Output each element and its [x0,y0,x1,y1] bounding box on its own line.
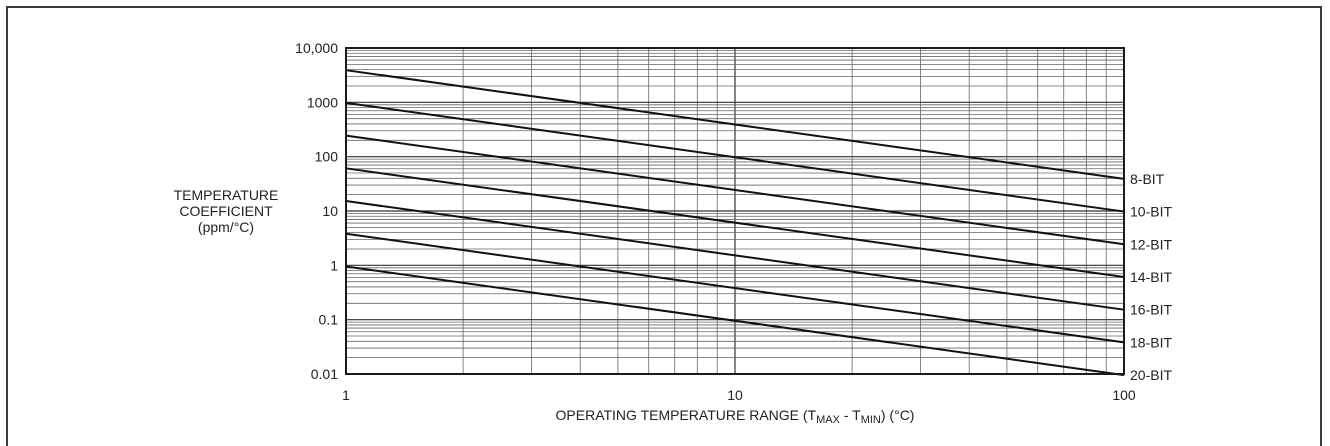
x-tick-label: 10 [727,387,743,403]
x-axis-label: OPERATING TEMPERATURE RANGE (TMAX - TMIN… [556,407,915,426]
plot-border [345,47,1125,375]
series-label-14-bit: 14-BIT [1130,269,1172,285]
series-label-18-bit: 18-BIT [1130,334,1172,350]
x-tick-label: 100 [1112,387,1136,403]
y-tick-label: 10 [322,203,338,219]
y-axis-label-line: (ppm/°C) [198,219,254,235]
series-label-8-bit: 8-BIT [1130,171,1165,187]
series-lines [345,69,1125,377]
y-tick-label: 10,000 [295,40,338,56]
x-axis-label-part: OPERATING TEMPERATURE RANGE (T [556,407,817,423]
x-tick-label: 1 [342,387,350,403]
y-tick-label: 100 [315,149,339,165]
series-label-16-bit: 16-BIT [1130,302,1172,318]
y-tick-label: 0.1 [319,312,339,328]
series-label-12-bit: 12-BIT [1130,236,1172,252]
grid [345,48,1124,375]
x-axis-label-part: ) (°C) [881,407,915,423]
y-tick-label: 1 [330,257,338,273]
series-line-18-bit [345,232,1125,344]
series-label-20-bit: 20-BIT [1130,367,1172,383]
y-axis-label-line: COEFFICIENT [179,203,273,219]
x-axis-label-sub-min: MIN [861,414,881,426]
series-line-10-bit [345,101,1125,213]
x-axis-label-part: - T [840,407,861,423]
y-tick-label: 0.01 [311,366,338,382]
series-line-16-bit [345,200,1125,311]
series-line-14-bit [345,167,1125,278]
x-tick-labels: 1 10 100 [342,387,1136,403]
figure-frame [6,6,1322,446]
series-labels: 8-BIT 10-BIT 12-BIT 14-BIT 16-BIT 18-BIT 20-BI… [1130,171,1172,383]
x-axis-label-sub-max: MAX [816,414,841,426]
y-axis-label-line: TEMPERATURE [174,187,279,203]
series-line-20-bit [345,265,1125,377]
series-line-12-bit [345,134,1125,246]
series-line-8-bit [345,69,1125,180]
y-tick-labels: 10,000 1000 100 10 1 0.1 0.01 [295,40,338,382]
y-tick-label: 1000 [307,94,338,110]
series-label-10-bit: 10-BIT [1130,204,1172,220]
